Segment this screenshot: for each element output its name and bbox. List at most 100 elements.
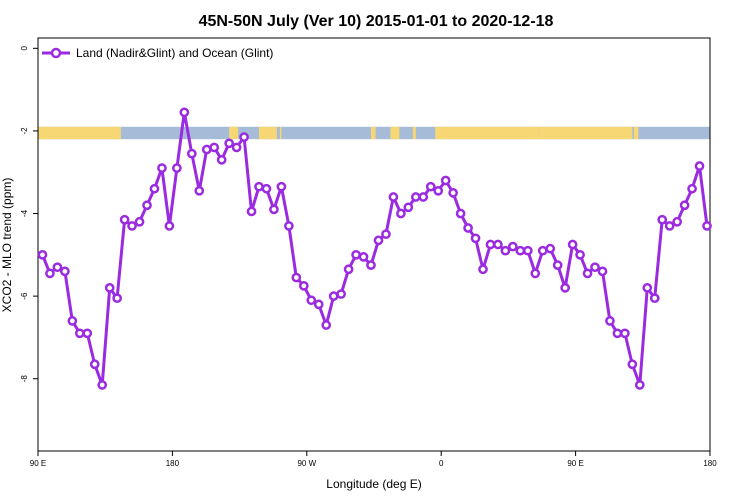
- data-point: [313, 299, 324, 310]
- chart-title: 45N-50N July (Ver 10) 2015-01-01 to 2020…: [199, 13, 554, 30]
- land-segment: [390, 126, 400, 140]
- data-point: [45, 268, 55, 279]
- data-point: [597, 266, 608, 277]
- data-point: [515, 245, 526, 256]
- data-point: [448, 188, 458, 198]
- data-point: [37, 249, 48, 260]
- data-point: [351, 249, 361, 260]
- legend-point-marker: [50, 47, 62, 59]
- data-point: [672, 216, 682, 227]
- data-point: [642, 283, 653, 293]
- data-point: [560, 283, 570, 293]
- data-point: [358, 252, 369, 262]
- data-point: [119, 214, 130, 225]
- data-point: [291, 272, 302, 283]
- y-tick-label: -2: [20, 127, 29, 135]
- data-point: [60, 266, 70, 277]
- data-point: [500, 245, 511, 256]
- data-point: [567, 239, 578, 250]
- data-point: [112, 293, 122, 304]
- data-point: [634, 380, 645, 390]
- data-point: [381, 229, 391, 240]
- land-segment: [38, 126, 119, 140]
- land-segment: [229, 126, 239, 140]
- y-tick-label: -4: [20, 209, 29, 217]
- data-point: [336, 289, 346, 299]
- land-segment: [538, 126, 633, 140]
- y-axis: 0 -2 -4 -6 -8: [20, 46, 38, 382]
- land-segment: [633, 126, 639, 140]
- data-point: [179, 107, 190, 118]
- y-axis-label: XCO2 - MLO trend (ppm): [0, 178, 14, 313]
- data-point: [530, 268, 541, 279]
- data-point: [254, 181, 264, 192]
- data-point: [284, 221, 294, 231]
- data-point: [172, 163, 182, 173]
- data-point: [142, 200, 152, 211]
- data-point: [52, 262, 63, 273]
- data-point: [164, 221, 175, 231]
- data-point: [522, 245, 533, 256]
- data-point: [455, 208, 466, 219]
- data-point: [433, 185, 444, 196]
- data-point: [537, 245, 548, 256]
- data-point: [306, 295, 317, 306]
- data-point: [627, 359, 638, 370]
- x-axis: 90 E 180 90 W 0 90 E 180: [30, 451, 717, 468]
- land-segment: [115, 126, 121, 140]
- data-point: [552, 260, 563, 270]
- data-point: [216, 154, 227, 165]
- data-point: [478, 264, 488, 275]
- land-ocean-band: [38, 126, 710, 140]
- land-segment: [412, 126, 416, 140]
- data-point: [687, 183, 697, 194]
- data-point: [470, 233, 481, 244]
- y-tick-label: 0: [20, 46, 29, 51]
- data-point: [425, 181, 436, 192]
- data-point: [209, 142, 220, 153]
- data-point: [440, 175, 451, 186]
- data-point: [89, 359, 100, 370]
- legend: Land (Nadir&Glint) and Ocean (Glint): [42, 46, 273, 60]
- data-point: [276, 181, 287, 192]
- data-point: [246, 206, 257, 217]
- data-point: [508, 241, 518, 252]
- data-point: [493, 239, 503, 250]
- x-axis-label: Longitude (deg E): [326, 477, 421, 491]
- data-point: [612, 328, 623, 339]
- data-point: [649, 293, 660, 304]
- data-point: [261, 183, 272, 194]
- data-point: [702, 221, 712, 231]
- data-point: [82, 328, 93, 339]
- data-point: [366, 260, 376, 270]
- data-point: [298, 280, 309, 291]
- data-point: [403, 202, 414, 213]
- legend-label: Land (Nadir&Glint) and Ocean (Glint): [76, 46, 273, 60]
- data-point: [694, 161, 705, 171]
- data-point: [321, 320, 332, 330]
- land-segment: [371, 126, 376, 140]
- y-tick-label: -6: [20, 292, 29, 300]
- data-point: [620, 328, 630, 339]
- x-tick-label: 180: [703, 459, 717, 468]
- data-point: [664, 221, 675, 231]
- data-point: [269, 204, 279, 215]
- series-line: [41, 110, 709, 387]
- data-point: [104, 283, 115, 293]
- data-point: [545, 243, 556, 254]
- data-point: [328, 291, 339, 301]
- data-point: [388, 192, 399, 202]
- data-point: [224, 138, 234, 149]
- data-point: [590, 262, 600, 273]
- data-point: [657, 214, 668, 225]
- data-point: [679, 200, 690, 211]
- x-tick-label: 90 E: [567, 459, 583, 468]
- data-point: [231, 142, 242, 153]
- data-point: [373, 235, 384, 246]
- data-point: [194, 185, 205, 196]
- data-point: [575, 249, 585, 260]
- data-point: [418, 192, 429, 202]
- data-point: [157, 163, 167, 173]
- x-tick-label: 90 E: [30, 459, 46, 468]
- x-tick-label: 90 W: [297, 459, 316, 468]
